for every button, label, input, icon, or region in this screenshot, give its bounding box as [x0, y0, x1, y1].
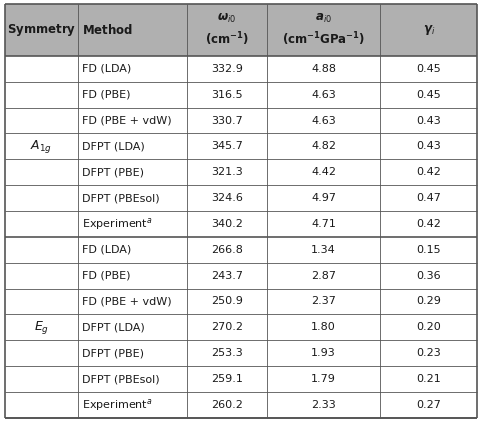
- Text: FD (PBE): FD (PBE): [82, 271, 131, 281]
- Text: 345.7: 345.7: [211, 141, 243, 151]
- Text: $E_g$: $E_g$: [34, 319, 49, 336]
- Bar: [5, 133, 477, 159]
- Text: 250.9: 250.9: [211, 297, 243, 306]
- Text: FD (PBE + vdW): FD (PBE + vdW): [82, 116, 172, 125]
- Bar: [5, 56, 477, 82]
- Text: 0.45: 0.45: [416, 90, 441, 100]
- Text: 259.1: 259.1: [211, 374, 243, 384]
- Text: 2.33: 2.33: [311, 400, 336, 410]
- Text: 1.93: 1.93: [311, 348, 336, 358]
- Text: 324.6: 324.6: [211, 193, 243, 203]
- Bar: [5, 82, 477, 108]
- Text: 0.21: 0.21: [416, 374, 441, 384]
- Text: DFPT (LDA): DFPT (LDA): [82, 141, 145, 151]
- Text: 4.82: 4.82: [311, 141, 336, 151]
- Text: $\bf{Symmetry}$: $\bf{Symmetry}$: [7, 22, 76, 38]
- Bar: [5, 340, 477, 366]
- Text: $\bf{Method}$: $\bf{Method}$: [82, 23, 133, 37]
- Text: DFPT (PBE): DFPT (PBE): [82, 348, 144, 358]
- Text: 1.79: 1.79: [311, 374, 336, 384]
- Bar: [5, 262, 477, 289]
- Text: 0.45: 0.45: [416, 64, 441, 74]
- Bar: [5, 289, 477, 314]
- Text: 4.63: 4.63: [311, 116, 336, 125]
- Bar: [5, 314, 477, 340]
- Text: Experiment$^a$: Experiment$^a$: [82, 216, 152, 232]
- Text: $\boldsymbol{a}_{i0}$
$\bf{(cm^{-1}GPa^{-1})}$: $\boldsymbol{a}_{i0}$ $\bf{(cm^{-1}GPa^{…: [282, 12, 365, 48]
- Bar: [5, 211, 477, 237]
- Text: 0.43: 0.43: [416, 116, 441, 125]
- Text: 1.34: 1.34: [311, 245, 336, 255]
- Text: $\boldsymbol{\omega}_{i0}$
$\bf{(cm^{-1})}$: $\boldsymbol{\omega}_{i0}$ $\bf{(cm^{-1}…: [205, 12, 249, 48]
- Bar: [5, 366, 477, 392]
- Text: 266.8: 266.8: [211, 245, 243, 255]
- Text: 0.42: 0.42: [416, 219, 441, 229]
- Text: 0.29: 0.29: [416, 297, 441, 306]
- Text: 0.15: 0.15: [416, 245, 441, 255]
- Text: 330.7: 330.7: [211, 116, 243, 125]
- Text: $A_{1g}$: $A_{1g}$: [30, 138, 53, 155]
- Text: 4.42: 4.42: [311, 167, 336, 177]
- Text: 270.2: 270.2: [211, 322, 243, 332]
- Text: FD (LDA): FD (LDA): [82, 245, 131, 255]
- Text: $\boldsymbol{\gamma}_i$: $\boldsymbol{\gamma}_i$: [423, 23, 435, 37]
- Text: 0.43: 0.43: [416, 141, 441, 151]
- Text: 4.88: 4.88: [311, 64, 336, 74]
- Text: 0.20: 0.20: [416, 322, 441, 332]
- Text: DFPT (PBEsol): DFPT (PBEsol): [82, 374, 160, 384]
- Text: 0.23: 0.23: [416, 348, 441, 358]
- Text: 340.2: 340.2: [211, 219, 243, 229]
- Bar: [5, 159, 477, 185]
- Text: FD (LDA): FD (LDA): [82, 64, 131, 74]
- Bar: [5, 4, 477, 56]
- Text: 1.80: 1.80: [311, 322, 336, 332]
- Text: 4.71: 4.71: [311, 219, 336, 229]
- Text: 332.9: 332.9: [211, 64, 243, 74]
- Text: 321.3: 321.3: [211, 167, 243, 177]
- Text: Experiment$^a$: Experiment$^a$: [82, 397, 152, 413]
- Text: DFPT (PBE): DFPT (PBE): [82, 167, 144, 177]
- Text: 0.47: 0.47: [416, 193, 441, 203]
- Text: 4.63: 4.63: [311, 90, 336, 100]
- Text: FD (PBE): FD (PBE): [82, 90, 131, 100]
- Bar: [5, 185, 477, 211]
- Text: DFPT (PBEsol): DFPT (PBEsol): [82, 193, 160, 203]
- Bar: [5, 108, 477, 133]
- Text: 0.42: 0.42: [416, 167, 441, 177]
- Text: 0.27: 0.27: [416, 400, 441, 410]
- Text: FD (PBE + vdW): FD (PBE + vdW): [82, 297, 172, 306]
- Text: 253.3: 253.3: [211, 348, 243, 358]
- Bar: [5, 392, 477, 418]
- Bar: [5, 237, 477, 262]
- Text: 2.87: 2.87: [311, 271, 336, 281]
- Text: 0.36: 0.36: [416, 271, 441, 281]
- Text: 243.7: 243.7: [211, 271, 243, 281]
- Text: 316.5: 316.5: [211, 90, 242, 100]
- Text: 2.37: 2.37: [311, 297, 336, 306]
- Text: DFPT (LDA): DFPT (LDA): [82, 322, 145, 332]
- Text: 4.97: 4.97: [311, 193, 336, 203]
- Text: 260.2: 260.2: [211, 400, 243, 410]
